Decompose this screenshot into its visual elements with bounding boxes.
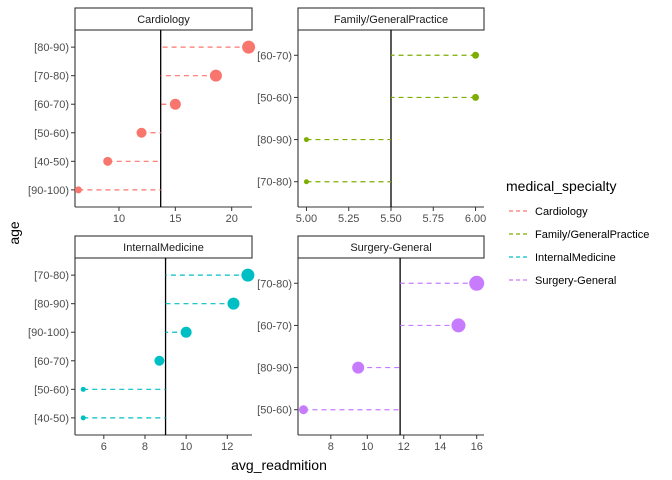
legend-label: Cardiology xyxy=(535,206,588,218)
data-point xyxy=(74,186,82,194)
y-tick-label: [80-90) xyxy=(257,135,292,147)
facet-panel: InternalMedicine 6 8 10 12 [70-80) [80-90) [90-… xyxy=(28,235,255,453)
y-tick-label: [60-70) xyxy=(34,356,69,368)
x-tick-label: 12 xyxy=(221,441,233,453)
y-tick-label: [90-100) xyxy=(28,185,69,197)
data-point xyxy=(169,98,181,110)
data-point xyxy=(303,137,309,143)
x-tick-label: 6.00 xyxy=(465,213,486,225)
facet-panel: Cardiology 10 15 20 [80-90) [70-80) [60-70) [50… xyxy=(28,7,256,225)
y-tick-label: [80-90) xyxy=(34,299,69,311)
legend-label: Surgery-General xyxy=(535,275,616,287)
facet-title: InternalMedicine xyxy=(123,242,204,254)
data-point xyxy=(136,127,147,138)
data-point xyxy=(154,355,165,366)
data-point xyxy=(180,326,192,338)
facet-strip xyxy=(74,7,253,31)
y-tick-label: [90-100) xyxy=(28,327,69,339)
x-tick-label: 10 xyxy=(180,441,192,453)
legend-label: Family/GeneralPractice xyxy=(535,229,649,241)
y-tick-label: [70-80) xyxy=(34,71,69,83)
x-tick-label: 10 xyxy=(361,441,373,453)
facet-title: Cardiology xyxy=(137,14,190,26)
y-tick-label: [70-80) xyxy=(34,270,69,282)
x-tick-label: 14 xyxy=(434,441,446,453)
data-point xyxy=(352,361,365,374)
y-tick-label: [80-90) xyxy=(34,42,69,54)
facet-strip xyxy=(297,235,485,259)
data-point xyxy=(227,297,240,310)
facet-title: Surgery-General xyxy=(350,242,431,254)
legend: medical_specialty Cardiology Family/Genera… xyxy=(506,178,649,287)
x-tick-label: 12 xyxy=(398,441,410,453)
x-tick-label: 10 xyxy=(113,213,125,225)
data-point xyxy=(472,93,480,101)
data-point xyxy=(472,51,480,59)
x-tick-label: 5.75 xyxy=(423,213,444,225)
y-tick-label: [60-70) xyxy=(34,99,69,111)
x-tick-label: 5.25 xyxy=(338,213,359,225)
x-tick-label: 15 xyxy=(169,213,181,225)
y-tick-label: [50-60) xyxy=(34,128,69,140)
data-point xyxy=(209,69,222,82)
facet-panel: Surgery-General 8 10 12 14 16 [70-80) [60-70) [8… xyxy=(257,235,485,453)
y-tick-label: [50-60) xyxy=(257,92,292,104)
x-tick-label: 8 xyxy=(142,441,148,453)
facet-panel: Family/GeneralPractice 5.00 5.25 5.50 5.75 6.… xyxy=(257,7,486,225)
data-point xyxy=(469,275,485,291)
y-tick-label: [70-80) xyxy=(257,177,292,189)
facet-title: Family/GeneralPractice xyxy=(334,14,448,26)
y-tick-label: [40-50) xyxy=(34,156,69,168)
y-tick-label: [50-60) xyxy=(257,405,292,417)
y-tick-label: [40-50) xyxy=(34,413,69,425)
data-point xyxy=(451,318,466,333)
x-axis-title: avg_readmition xyxy=(231,457,327,473)
facet-strip xyxy=(74,235,253,259)
data-point xyxy=(103,156,113,166)
y-tick-label: [60-70) xyxy=(257,320,292,332)
x-tick-label: 6 xyxy=(101,441,107,453)
y-tick-label: [50-60) xyxy=(34,384,69,396)
x-tick-label: 16 xyxy=(471,441,483,453)
data-point xyxy=(80,386,86,392)
legend-title: medical_specialty xyxy=(506,178,617,194)
y-tick-label: [60-70) xyxy=(257,50,292,62)
y-tick-label: [80-90) xyxy=(257,363,292,375)
x-tick-label: 8 xyxy=(328,441,334,453)
x-tick-label: 5.00 xyxy=(296,213,317,225)
data-point xyxy=(303,179,309,185)
x-tick-label: 5.50 xyxy=(380,213,401,225)
data-point xyxy=(241,268,255,282)
data-point xyxy=(298,405,308,415)
data-point xyxy=(242,40,256,54)
y-axis-title: age xyxy=(6,221,22,245)
y-tick-label: [70-80) xyxy=(257,278,292,290)
x-tick-label: 20 xyxy=(226,213,238,225)
data-point xyxy=(80,415,86,421)
legend-label: InternalMedicine xyxy=(535,252,616,264)
